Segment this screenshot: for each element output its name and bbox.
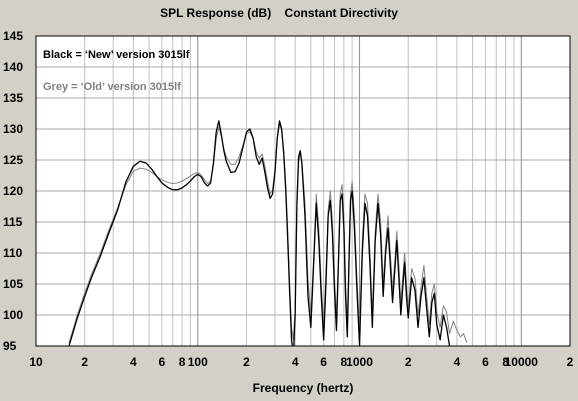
y-tick-label: 125 (3, 153, 23, 167)
series-layer (68, 120, 468, 346)
x-tick-label: 6 (159, 355, 166, 369)
x-tick-label: 8 (179, 355, 186, 369)
y-tick-label: 95 (3, 339, 17, 353)
x-tick-label: 10 (29, 355, 43, 369)
x-tick-label: 4 (454, 355, 461, 369)
x-tick-label: 2 (81, 355, 88, 369)
x-tick-label: 4 (130, 355, 137, 369)
y-tick-label: 115 (3, 215, 23, 229)
x-tick-label: 6 (320, 355, 327, 369)
x-tick-label: 4 (292, 355, 299, 369)
legend-entry-old: Grey = ‘Old’ version 3015lf (43, 81, 181, 93)
y-tick-label: 140 (3, 60, 23, 74)
x-tick-label: 2 (243, 355, 250, 369)
y-tick-labels: 95 100 105 110 115 120 125 130 135 140 145 (3, 29, 23, 353)
legend-entry-new: Black = ‘New’ version 3015lf (43, 49, 190, 61)
y-tick-label: 145 (3, 29, 23, 43)
y-tick-label: 100 (3, 308, 23, 322)
x-tick-label: 8 (341, 355, 348, 369)
x-tick-label: 1000 (346, 355, 373, 369)
x-axis-label: Frequency (hertz) (253, 381, 354, 395)
y-tick-label: 105 (3, 277, 23, 291)
x-tick-label: 6 (482, 355, 489, 369)
x-tick-label: 2 (405, 355, 412, 369)
legend: Black = ‘New’ version 3015lf Grey = ‘Old… (43, 49, 190, 93)
grid (36, 36, 570, 346)
x-tick-label: 100 (188, 355, 208, 369)
y-tick-label: 110 (3, 246, 23, 260)
x-tick-label: 10000 (505, 355, 539, 369)
y-tick-label: 130 (3, 122, 23, 136)
series-line-new (68, 120, 451, 346)
chart-title: SPL Response (dB) Constant Directivity (160, 6, 398, 20)
x-tick-label: 8 (502, 355, 509, 369)
y-tick-label: 120 (3, 184, 23, 198)
plot-frame (35, 35, 571, 347)
y-tick-label: 135 (3, 91, 23, 105)
x-tick-label: 2 (567, 355, 574, 369)
